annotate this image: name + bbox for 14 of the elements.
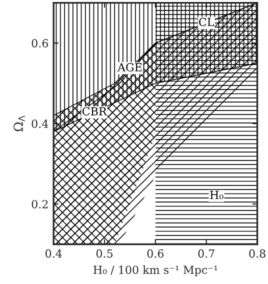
x-tick-label: 0.5 (96, 249, 112, 258)
y-tick-label: 0.6 (32, 39, 48, 48)
y-tick-label: 0.2 (32, 200, 48, 208)
x-axis-title: H₀ / 100 km s⁻¹ Mpc⁻¹ (94, 265, 218, 276)
series-label: AGE (117, 63, 142, 72)
series-label: CL (199, 18, 214, 26)
series-label: CBR (82, 107, 108, 116)
x-tick-label: 0.6 (147, 249, 164, 258)
x-tick-label: 0.4 (46, 249, 62, 258)
x-tick-label: 0.7 (198, 249, 214, 258)
y-tick-label: 0.4 (32, 120, 48, 128)
band-label: H₀ (210, 190, 224, 200)
x-tick-label: 0.8 (249, 249, 266, 258)
y-axis-title: Ω$_{Λ}$ (14, 116, 25, 132)
